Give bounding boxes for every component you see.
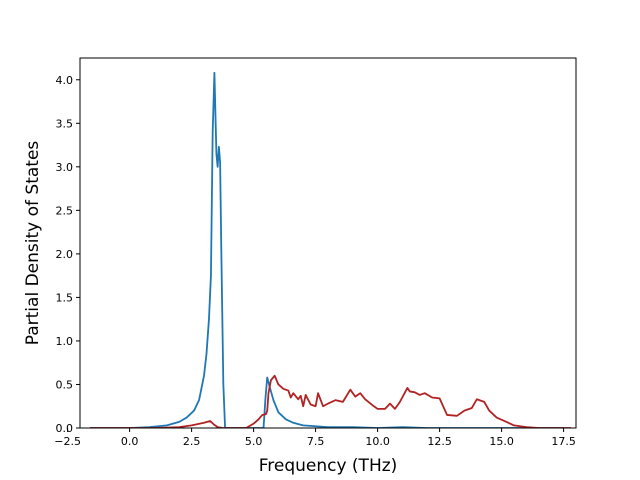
y-tick-label: 0.5 bbox=[56, 378, 74, 391]
x-tick-label: 17.5 bbox=[551, 435, 576, 448]
y-tick-label: 1.5 bbox=[56, 291, 74, 304]
x-axis-label: Frequency (THz) bbox=[259, 456, 398, 476]
x-tick-label: 7.5 bbox=[307, 435, 325, 448]
x-tick-label: 10.0 bbox=[365, 435, 390, 448]
x-tick-label: 0.0 bbox=[121, 435, 139, 448]
y-axis: 0.0 0.5 1.0 1.5 2.0 2.5 3.0 3.5 4.0 bbox=[56, 74, 80, 435]
y-axis-label: Partial Density of States bbox=[23, 141, 43, 346]
series-line-2 bbox=[89, 374, 572, 428]
x-tick-label: −2.5 bbox=[54, 435, 81, 448]
y-tick-label: 4.0 bbox=[56, 74, 74, 87]
x-tick-label: 2.5 bbox=[183, 435, 201, 448]
y-tick-label: 3.0 bbox=[56, 161, 74, 174]
y-tick-label: 2.5 bbox=[56, 204, 74, 217]
y-tick-label: 0.0 bbox=[56, 422, 74, 435]
y-tick-label: 3.5 bbox=[56, 117, 74, 130]
y-tick-label: 1.0 bbox=[56, 335, 74, 348]
y-tick-label: 2.0 bbox=[56, 248, 74, 261]
plot-frame bbox=[79, 57, 577, 429]
x-tick-label: 15.0 bbox=[489, 435, 514, 448]
x-tick-label: 12.5 bbox=[427, 435, 452, 448]
x-tick-label: 5.0 bbox=[245, 435, 263, 448]
x-axis: −2.5 0.0 2.5 5.0 7.5 10.0 12.5 15.0 17.5 bbox=[54, 428, 576, 448]
